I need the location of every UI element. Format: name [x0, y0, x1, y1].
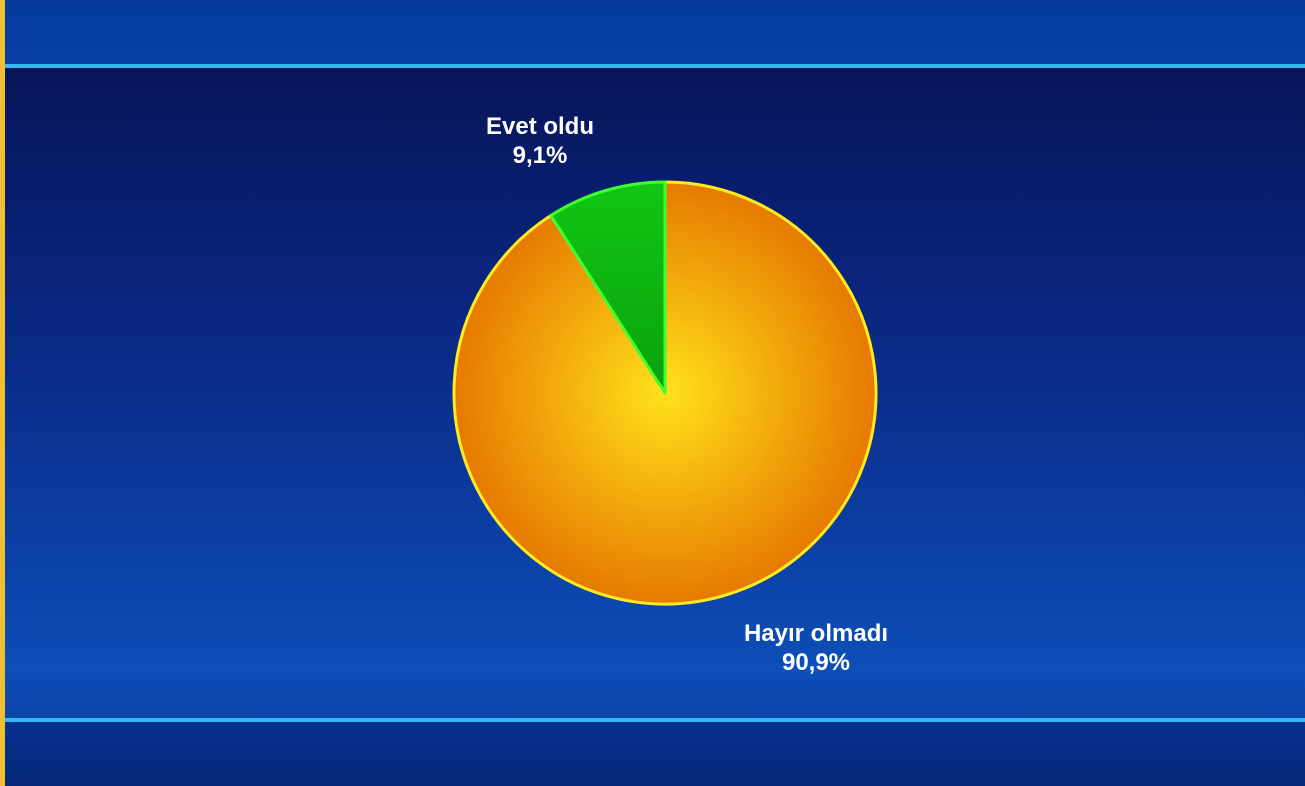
slice-label-hayir: Hayır olmadı — [744, 620, 888, 647]
top-rule — [5, 64, 1305, 68]
bottom-band — [5, 722, 1305, 786]
slice-value-hayir: 90,9% — [782, 649, 850, 676]
pie-chart: Evet oldu 9,1% Hayır olmadı 90,9% — [452, 113, 888, 676]
slice-label-evet: Evet oldu — [486, 113, 594, 140]
slice-value-evet: 9,1% — [513, 142, 568, 169]
top-band — [5, 0, 1305, 65]
bottom-rule — [5, 718, 1305, 722]
pie-slices — [452, 180, 878, 606]
slide-background: Evet oldu 9,1% Hayır olmadı 90,9% — [5, 0, 1305, 786]
pie-slice-evet — [549, 180, 667, 395]
pie-labels: Evet oldu 9,1% Hayır olmadı 90,9% — [486, 113, 888, 676]
